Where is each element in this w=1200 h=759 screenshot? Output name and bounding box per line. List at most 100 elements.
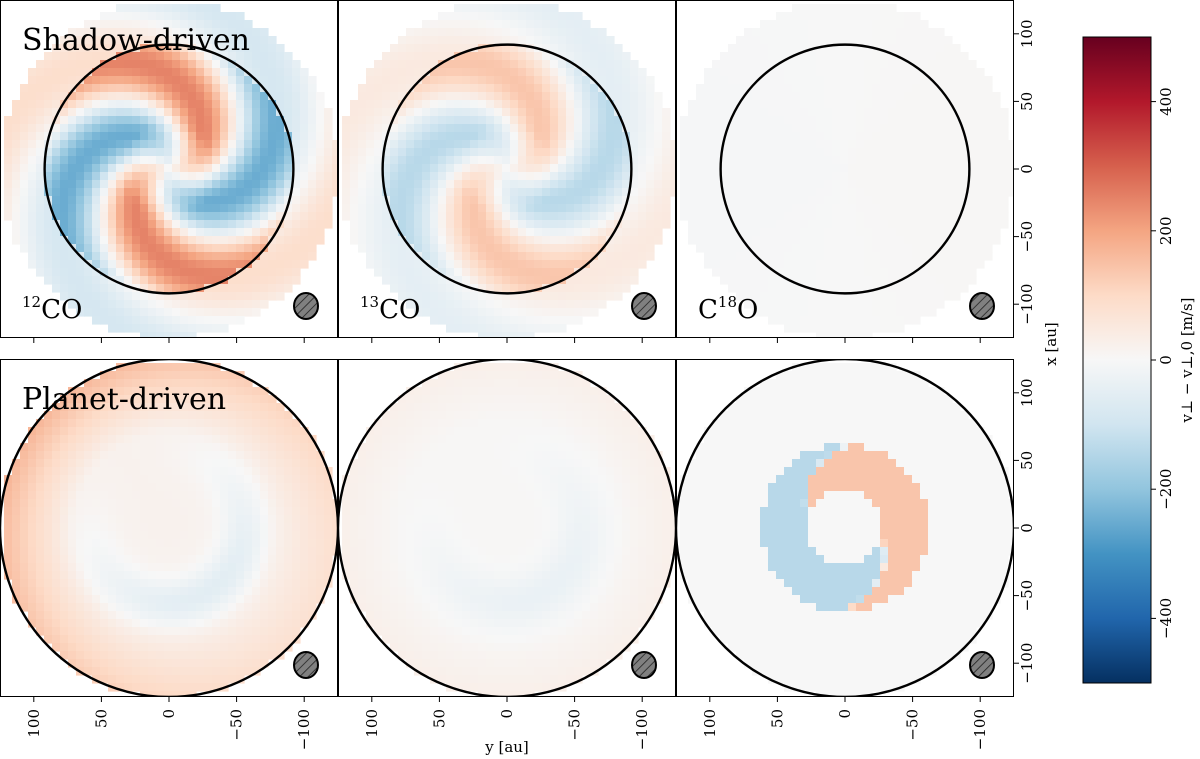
map-cell [100, 316, 109, 325]
map-cell [526, 180, 535, 189]
map-cell [888, 308, 897, 317]
map-cell [888, 60, 897, 69]
map-cell [502, 172, 511, 181]
map-cell [92, 140, 101, 149]
map-cell [28, 140, 37, 149]
map-cell [904, 276, 913, 285]
map-cell [244, 459, 253, 468]
map-cell [864, 204, 873, 213]
map-cell [760, 76, 769, 85]
map-cell [276, 52, 285, 61]
map-cell [558, 124, 567, 133]
map-cell [848, 20, 857, 29]
map-cell [188, 316, 197, 325]
map-cell [212, 212, 221, 221]
map-cell [124, 515, 133, 524]
map-cell [888, 316, 897, 325]
map-cell [212, 491, 221, 500]
map-cell [614, 148, 623, 157]
map-cell [494, 196, 503, 205]
circle-outline [43, 43, 295, 295]
map-cell [566, 196, 575, 205]
map-cell [502, 164, 511, 173]
map-cell [4, 212, 13, 221]
map-cell [108, 44, 117, 53]
map-cell [180, 172, 189, 181]
map-cell [276, 427, 285, 436]
map-cell [518, 116, 527, 125]
map-cell [156, 403, 165, 412]
map-cell [44, 68, 53, 77]
map-cell [470, 164, 479, 173]
map-cell [744, 204, 753, 213]
map-cell [220, 172, 229, 181]
map-cell [132, 467, 141, 476]
map-cell [736, 76, 745, 85]
map-cell [470, 212, 479, 221]
map-cell [872, 28, 881, 37]
map-cell [108, 260, 117, 269]
map-cell [816, 68, 825, 77]
map-cell [44, 427, 53, 436]
map-cell [928, 60, 937, 69]
map-cell [156, 124, 165, 133]
map-cell [816, 284, 825, 293]
map-cell [92, 28, 101, 37]
map-cell [534, 36, 543, 45]
map-cell [438, 308, 447, 317]
map-cell [478, 308, 487, 317]
map-cell [566, 204, 575, 213]
map-cell [800, 220, 809, 229]
map-cell [454, 44, 463, 53]
map-cell [276, 443, 285, 452]
map-cell [976, 252, 985, 261]
map-cell [260, 172, 269, 181]
map-cell [526, 244, 535, 253]
map-cell [928, 244, 937, 253]
map-cell [148, 236, 157, 245]
map-cell [284, 411, 293, 420]
map-cell [268, 523, 277, 532]
map-cell [228, 68, 237, 77]
map-cell [920, 76, 929, 85]
map-cell [268, 196, 277, 205]
map-cell [598, 204, 607, 213]
map-cell [800, 300, 809, 309]
map-cell [172, 4, 181, 13]
map-cell [148, 132, 157, 141]
map-cell [968, 124, 977, 133]
map-cell [382, 92, 391, 101]
map-cell [478, 244, 487, 253]
map-cell [212, 132, 221, 141]
map-cell [68, 60, 77, 69]
map-cell [696, 228, 705, 237]
map-cell [260, 44, 269, 53]
map-cell [1000, 108, 1009, 117]
map-cell [260, 427, 269, 436]
map-cell [824, 300, 833, 309]
map-cell [244, 20, 253, 29]
map-cell [148, 395, 157, 404]
map-cell [52, 76, 61, 85]
map-cell [968, 172, 977, 181]
map-cell [736, 84, 745, 93]
map-cell [68, 443, 77, 452]
map-cell [196, 12, 205, 21]
map-cell [614, 212, 623, 221]
map-cell [848, 140, 857, 149]
map-cell [880, 140, 889, 149]
map-cell [872, 308, 881, 317]
map-cell [332, 180, 338, 189]
map-cell [260, 204, 269, 213]
map-cell [164, 427, 173, 436]
map-cell [502, 220, 511, 229]
map-cell [968, 100, 977, 109]
map-cell [4, 188, 13, 197]
map-cell [422, 116, 431, 125]
map-cell [220, 164, 229, 173]
map-cell [164, 156, 173, 165]
map-cell [622, 84, 631, 93]
map-cell [324, 196, 333, 205]
map-cell [68, 188, 77, 197]
map-cell [406, 116, 415, 125]
